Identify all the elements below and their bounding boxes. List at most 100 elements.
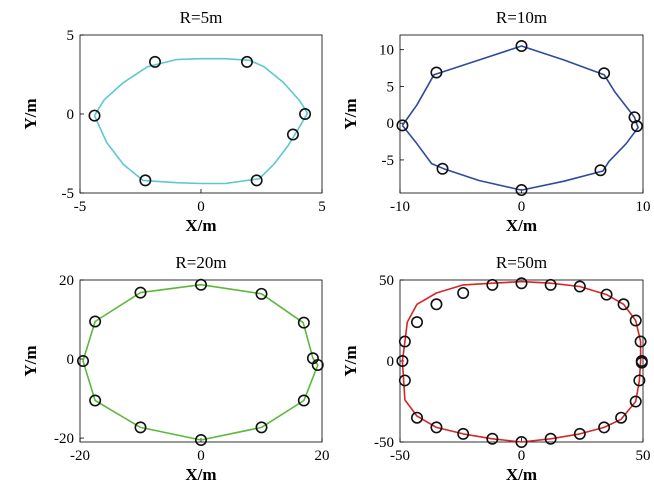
- waypoint-marker: [299, 108, 312, 121]
- trajectory-line: [93, 57, 309, 185]
- waypoint-marker: [398, 335, 411, 348]
- waypoint-marker: [411, 316, 424, 329]
- waypoint-marker: [628, 111, 641, 124]
- waypoint-marker: [633, 374, 646, 387]
- waypoint-marker: [486, 432, 499, 445]
- waypoint-marker: [457, 286, 470, 299]
- panel-r10: -10 0 10 -5 0 5 10 R=10m X/m Y/m: [341, 8, 651, 235]
- axes-box: [399, 279, 644, 443]
- waypoint-marker: [240, 55, 253, 68]
- waypoint-marker: [396, 354, 409, 367]
- y-tick-label: 5: [387, 79, 395, 95]
- x-axis-label: X/m: [185, 465, 216, 484]
- x-tick-label: -10: [390, 199, 410, 215]
- waypoint-marker: [134, 421, 147, 434]
- waypoint-marker: [311, 358, 324, 371]
- waypoint-marker: [89, 394, 102, 407]
- y-axis-label: Y/m: [21, 98, 40, 129]
- waypoint-marker: [149, 55, 162, 68]
- y-tick-label: 0: [67, 352, 75, 368]
- y-tick-label: 0: [67, 107, 75, 123]
- y-tick-label: 50: [379, 273, 394, 289]
- y-tick-label: 0: [387, 116, 395, 132]
- waypoint-marker: [139, 174, 152, 187]
- waypoint-marker: [255, 421, 268, 434]
- y-tick-label: -50: [374, 435, 394, 451]
- waypoint-marker: [573, 427, 586, 440]
- x-tick-label: -5: [74, 199, 87, 215]
- panel-title: R=5m: [180, 8, 223, 27]
- waypoint-marker: [598, 421, 611, 434]
- panel-title: R=10m: [496, 8, 547, 27]
- waypoint-marker: [457, 427, 470, 440]
- waypoint-marker: [195, 278, 208, 291]
- x-tick-label: 10: [636, 199, 651, 215]
- waypoint-marker: [615, 411, 628, 424]
- waypoint-marker: [88, 109, 101, 122]
- waypoint-marker: [411, 411, 424, 424]
- x-tick-label: 5: [318, 199, 326, 215]
- trajectory-line: [401, 280, 642, 443]
- waypoint-marker: [630, 120, 643, 133]
- panel-r5: -5 0 5 -5 0 5 R=5m X/m Y/m: [21, 8, 326, 235]
- x-axis-label: X/m: [185, 216, 216, 235]
- x-tick-label: 20: [315, 448, 330, 464]
- x-axis-label: X/m: [506, 216, 537, 235]
- y-tick-label: -20: [54, 431, 74, 447]
- waypoint-marker: [134, 286, 147, 299]
- waypoint-marker: [430, 421, 443, 434]
- waypoint-marker: [634, 335, 647, 348]
- x-axis-label: X/m: [506, 465, 537, 484]
- y-tick-label: -5: [382, 153, 395, 169]
- waypoint-marker: [297, 394, 310, 407]
- y-axis-label: Y/m: [341, 98, 360, 129]
- x-tick-label: -20: [70, 448, 90, 464]
- trajectory-line: [401, 45, 639, 191]
- waypoint-marker: [436, 162, 449, 175]
- x-tick-label: 0: [197, 448, 205, 464]
- waypoint-marker: [594, 164, 607, 177]
- waypoint-marker: [629, 314, 642, 327]
- y-tick-label: 0: [387, 354, 395, 370]
- axes-box: [79, 279, 323, 443]
- waypoint-marker: [195, 434, 208, 447]
- y-tick-label: 10: [379, 43, 394, 59]
- waypoint-marker: [617, 298, 630, 311]
- x-tick-label: 0: [518, 448, 526, 464]
- waypoint-marker: [250, 174, 263, 187]
- panel-title: R=50m: [496, 253, 547, 272]
- panel-title: R=20m: [175, 253, 226, 272]
- waypoint-marker: [629, 395, 642, 408]
- waypoint-marker: [544, 278, 557, 291]
- y-axis-label: Y/m: [341, 345, 360, 376]
- waypoint-marker: [396, 119, 409, 132]
- waypoint-marker: [297, 316, 310, 329]
- axes-box: [399, 34, 644, 194]
- waypoint-marker: [398, 374, 411, 387]
- waypoint-marker: [77, 354, 90, 367]
- panel-r50: -50 0 50 -50 0 50 R=50m X/m Y/m: [341, 253, 651, 484]
- waypoint-marker: [89, 315, 102, 328]
- waypoint-marker: [635, 356, 648, 369]
- x-tick-label: 0: [197, 199, 205, 215]
- waypoint-marker: [486, 278, 499, 291]
- waypoint-marker: [515, 435, 528, 448]
- y-axis-label: Y/m: [21, 345, 40, 376]
- trajectory-line: [82, 283, 319, 441]
- x-tick-label: 0: [518, 199, 526, 215]
- waypoint-marker: [598, 67, 611, 80]
- waypoint-marker: [544, 432, 557, 445]
- waypoint-marker: [430, 66, 443, 79]
- x-tick-label: 50: [636, 448, 651, 464]
- y-tick-label: 20: [59, 273, 74, 289]
- y-tick-label: 5: [67, 28, 75, 44]
- waypoint-marker: [600, 288, 613, 301]
- waypoint-marker: [255, 287, 268, 300]
- waypoint-marker: [573, 280, 586, 293]
- waypoint-marker: [515, 40, 528, 53]
- panel-r20: -20 0 20 -20 0 20 R=20m X/m Y/m: [21, 253, 330, 484]
- y-tick-label: -5: [62, 186, 75, 202]
- waypoint-marker: [286, 128, 299, 141]
- waypoint-marker: [515, 184, 528, 197]
